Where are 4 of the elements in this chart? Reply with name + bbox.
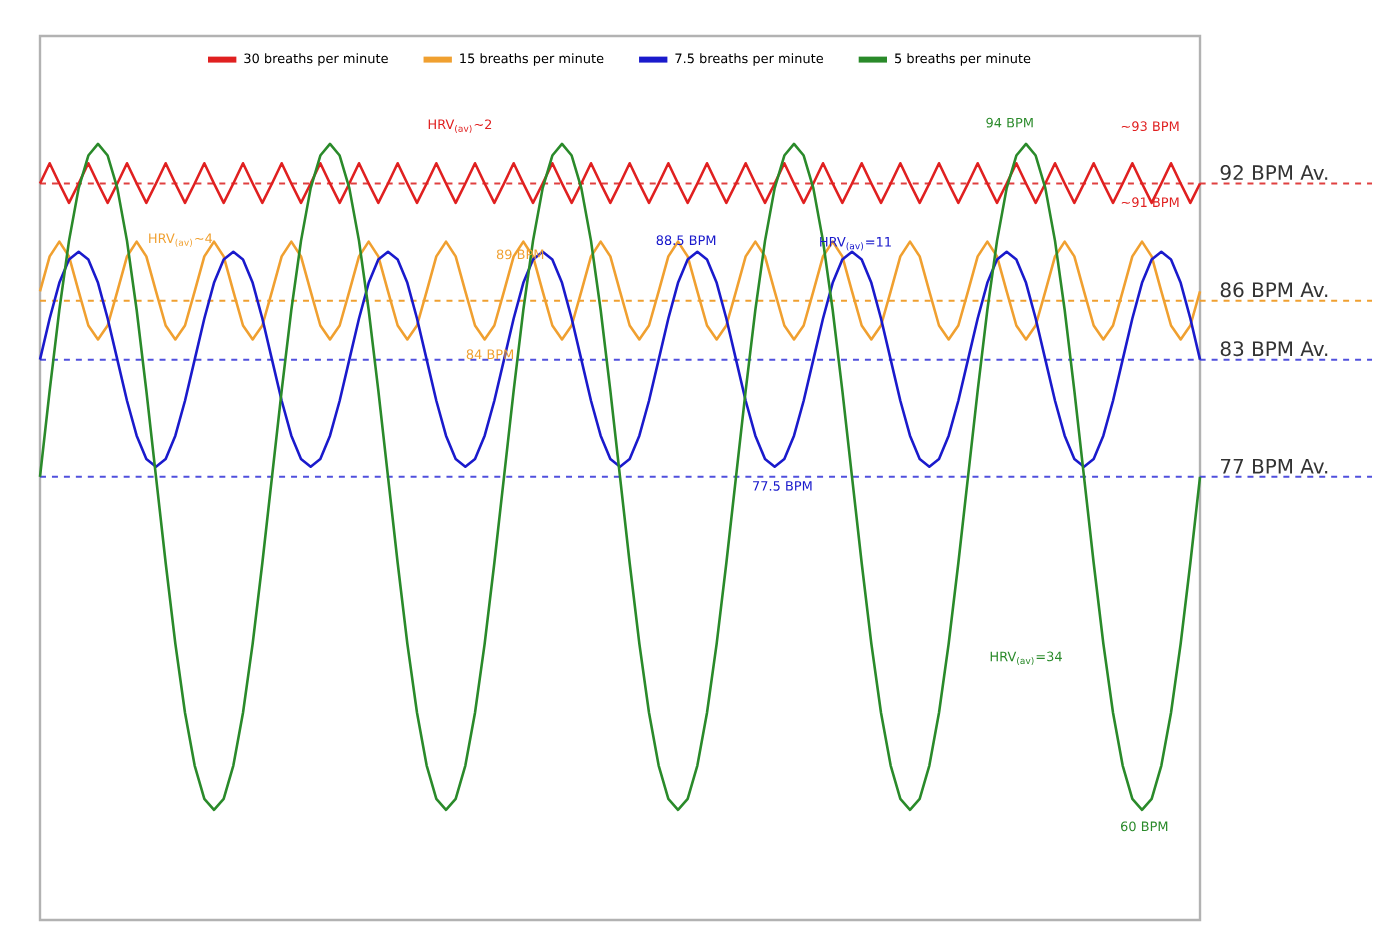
ref-line-label: 83 BPM Av. — [1220, 341, 1328, 357]
ref-line-label: 86 BPM Av. — [1220, 282, 1328, 298]
ref-line-label: 92 BPM Av. — [1220, 164, 1328, 181]
ref-line-label: 77 BPM Av. — [1221, 458, 1328, 474]
